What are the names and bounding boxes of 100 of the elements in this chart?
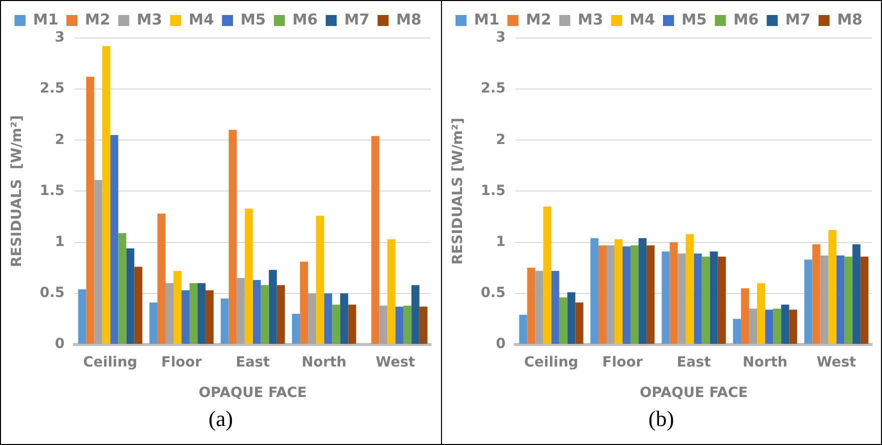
bar	[174, 270, 182, 344]
bar	[844, 256, 852, 344]
bar	[419, 306, 428, 344]
y-tick-label: 2	[495, 132, 506, 148]
bar	[630, 245, 638, 344]
y-axis-title: RESIDUALS [W/m²]	[450, 118, 466, 265]
y-tick-label: 2.5	[480, 80, 506, 97]
legend-label: M6	[292, 10, 318, 28]
y-tick-label: 2.5	[40, 80, 65, 97]
text: (b)	[647, 406, 676, 432]
y-tick-label: 1.5	[480, 182, 506, 199]
x-axis-title: OPAQUE FACE	[198, 385, 307, 402]
bar	[292, 314, 300, 344]
bar	[220, 298, 229, 344]
bar	[534, 270, 543, 344]
y-tick-label: 0	[54, 336, 65, 352]
legend-label: M8	[836, 10, 862, 28]
bar	[340, 293, 348, 344]
bar	[606, 245, 614, 344]
bar	[228, 130, 237, 344]
bar	[236, 278, 245, 344]
x-tick-label: Ceiling	[83, 354, 138, 370]
y-tick-label: 0	[495, 336, 506, 352]
bar	[411, 285, 420, 344]
legend-label: M5	[240, 10, 266, 28]
x-tick-label: Floor	[161, 354, 202, 370]
bar	[165, 283, 174, 344]
bar	[182, 290, 190, 344]
legend-label: M1	[33, 10, 58, 28]
x-tick-label: East	[236, 354, 270, 370]
bar	[772, 308, 781, 344]
bar	[764, 310, 773, 344]
bar	[646, 245, 654, 344]
bar	[206, 290, 214, 344]
legend-label: M5	[681, 10, 706, 28]
bar	[542, 206, 551, 344]
bar	[348, 304, 356, 344]
bar	[669, 242, 678, 344]
bar	[685, 234, 694, 344]
bar	[260, 285, 269, 344]
bar	[748, 308, 757, 344]
bar	[709, 251, 718, 344]
bar	[780, 304, 789, 344]
x-tick-label: West	[376, 354, 416, 370]
bar	[268, 270, 277, 344]
bar	[395, 306, 404, 344]
bar	[332, 304, 340, 344]
x-axis-title: OPAQUE FACE	[639, 385, 748, 402]
text: (a)	[208, 406, 234, 432]
x-tick-label: East	[676, 354, 711, 370]
bar	[387, 239, 396, 344]
bar	[149, 302, 158, 344]
bar	[118, 233, 126, 344]
legend-label: M2	[84, 10, 110, 28]
legend-label: M7	[784, 10, 810, 28]
y-tick-label: 3	[54, 30, 65, 46]
bar	[550, 270, 559, 344]
bar	[102, 46, 110, 344]
bar	[717, 256, 726, 344]
bar	[157, 214, 166, 344]
x-tick-label: North	[742, 354, 788, 370]
bar	[558, 297, 567, 344]
bar	[244, 208, 253, 344]
legend-label: M1	[474, 10, 499, 28]
bar	[812, 244, 820, 344]
bar	[324, 293, 332, 344]
bar	[526, 268, 535, 344]
bar	[614, 239, 622, 344]
bar	[198, 283, 206, 344]
bar	[403, 306, 412, 344]
bar	[190, 283, 198, 344]
bar	[316, 216, 324, 344]
bar	[574, 302, 583, 344]
bar	[852, 244, 860, 344]
bar	[110, 135, 118, 344]
bar	[677, 254, 686, 344]
y-tick-label: 1.5	[40, 182, 65, 199]
bar	[828, 230, 836, 344]
bar	[836, 256, 844, 344]
bar	[78, 289, 86, 344]
bar	[820, 256, 828, 344]
legend-label: M3	[577, 10, 603, 28]
bar	[276, 285, 285, 344]
bar	[756, 283, 765, 344]
bar	[518, 314, 527, 344]
legend-label: M6	[732, 10, 758, 28]
bar	[693, 254, 702, 344]
y-tick-label: 1	[495, 234, 506, 250]
bar	[732, 318, 741, 344]
bar	[371, 136, 380, 344]
bar	[788, 310, 797, 344]
legend-label: M4	[629, 10, 655, 28]
bar	[661, 251, 670, 344]
y-tick-label: 3	[495, 30, 506, 46]
bar	[590, 238, 598, 344]
x-tick-label: West	[816, 354, 856, 370]
bar	[300, 262, 308, 344]
bar	[94, 180, 102, 344]
bar	[598, 245, 606, 344]
bar	[860, 256, 868, 344]
